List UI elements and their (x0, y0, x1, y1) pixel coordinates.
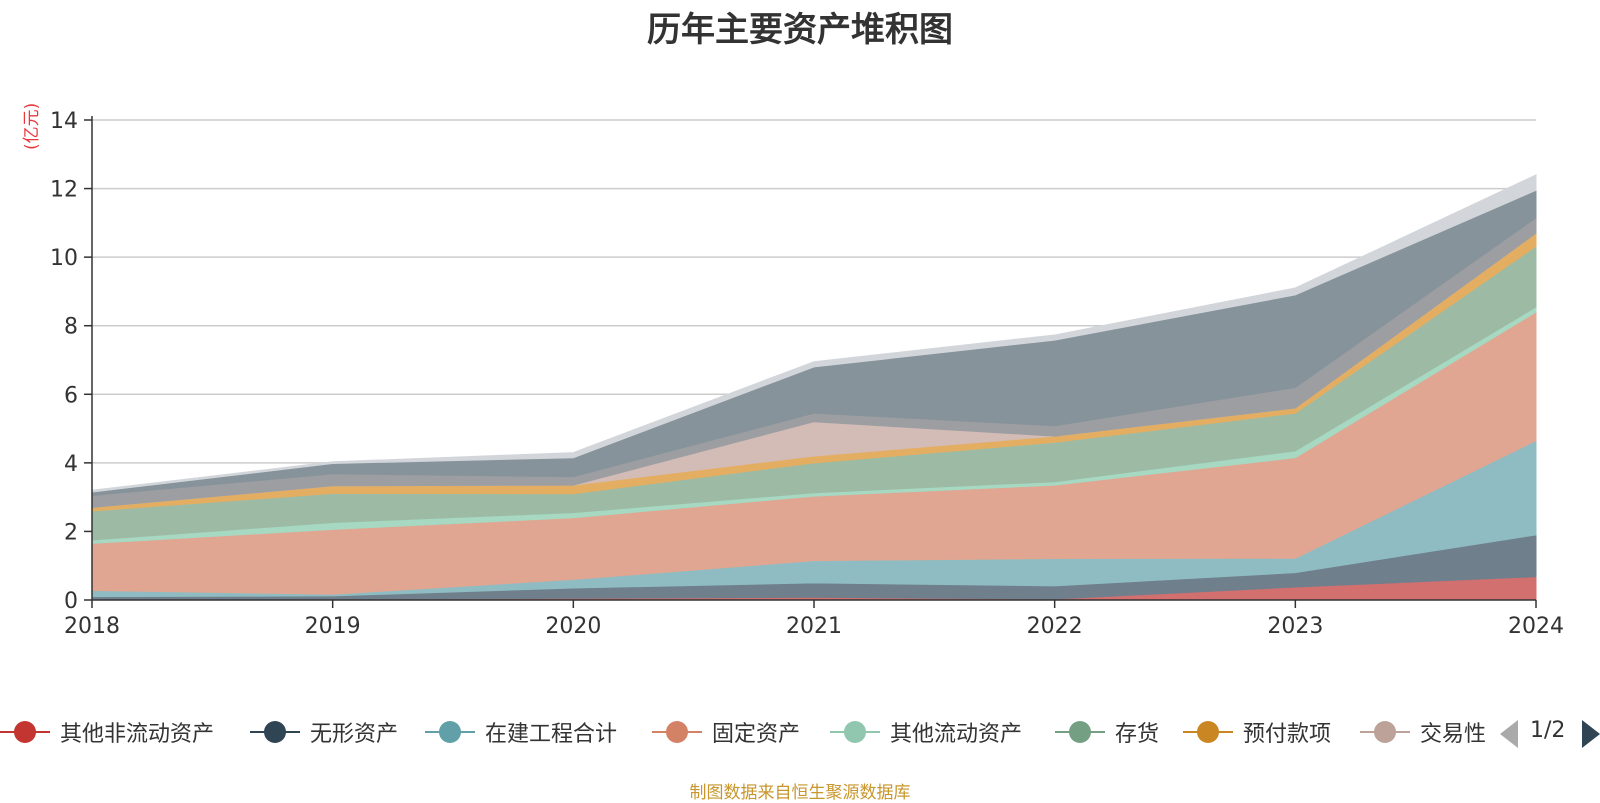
legend-item-other-noncurrent-assets[interactable]: 其他非流动资产 (0, 712, 214, 752)
legend-marker-icon (1360, 712, 1410, 752)
y-tick-label: 2 (64, 520, 78, 545)
legend-item-fixed-assets[interactable]: 固定资产 (652, 712, 800, 752)
y-tick-label: 6 (64, 383, 78, 408)
area-series-group (91, 174, 1537, 601)
legend-item-prepayments[interactable]: 预付款项 (1183, 712, 1331, 752)
chart-title: 历年主要资产堆积图 (647, 10, 953, 50)
y-tick-label: 8 (64, 315, 78, 340)
legend-label: 存货 (1115, 722, 1160, 747)
x-tick-label: 2021 (786, 614, 842, 639)
legend-item-intangible-assets[interactable]: 无形资产 (250, 712, 398, 752)
x-tick-label: 2023 (1267, 614, 1323, 639)
legend-item-trading-financial-assets[interactable]: 交易性 (1360, 712, 1486, 752)
legend-marker-icon (1055, 712, 1105, 752)
pager-page-text: 1/2 (1530, 718, 1566, 743)
legend-marker-icon (250, 712, 300, 752)
legend-label: 预付款项 (1243, 722, 1332, 747)
legend-marker-icon (0, 712, 50, 752)
y-tick-label: 0 (64, 589, 78, 614)
legend-label: 在建工程合计 (485, 722, 618, 747)
legend-label: 固定资产 (712, 722, 801, 747)
area-series-10[interactable] (91, 174, 1537, 493)
x-tick-label: 2018 (64, 614, 120, 639)
stacked-area-chart: 0 2 4 6 8 10 12 14 2018 2019 2020 2021 2022 2023 2024 (50, 109, 1564, 639)
legend-marker-icon (425, 712, 475, 752)
axes: 0 2 4 6 8 10 12 14 2018 2019 2020 2021 2022 2023 2024 (50, 109, 1564, 639)
legend-marker-icon (830, 712, 880, 752)
legend-item-inventory[interactable]: 存货 (1055, 712, 1159, 752)
y-tick-label: 14 (50, 109, 78, 134)
pager-prev-icon[interactable] (1500, 720, 1518, 748)
legend-marker-icon (1183, 712, 1233, 752)
x-tick-label: 2024 (1508, 614, 1564, 639)
x-tick-label: 2022 (1027, 614, 1083, 639)
legend-label: 其他非流动资产 (60, 722, 215, 747)
legend-item-other-current-assets[interactable]: 其他流动资产 (830, 712, 1022, 752)
y-tick-label: 4 (64, 452, 78, 477)
x-tick-label: 2019 (305, 614, 361, 639)
legend-pager: 1/2 (1500, 712, 1600, 752)
legend-label: 交易性 (1420, 722, 1487, 747)
x-tick-label: 2020 (545, 614, 601, 639)
source-note: 制图数据来自恒生聚源数据库 (689, 783, 911, 803)
legend: 其他非流动资产 无形资产 在建工程合计 固定资产 其他流动资产 存货 预付款项 … (0, 712, 1600, 752)
legend-label: 其他流动资产 (890, 722, 1023, 747)
y-tick-label: 10 (50, 246, 78, 271)
y-tick-label: 12 (50, 178, 78, 203)
legend-label: 无形资产 (310, 722, 399, 747)
legend-item-construction-in-progress[interactable]: 在建工程合计 (425, 712, 617, 752)
pager-next-icon[interactable] (1582, 720, 1600, 748)
legend-marker-icon (652, 712, 702, 752)
